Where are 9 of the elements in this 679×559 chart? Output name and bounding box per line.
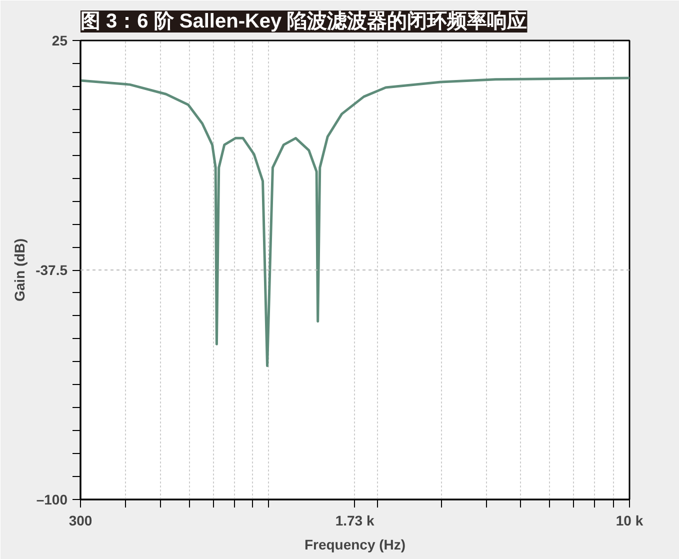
chart-title: 图 3：6 阶 Sallen-Key 陷波滤波器的闭环频率响应 xyxy=(80,10,528,32)
x-tick-label: 300 xyxy=(68,512,92,528)
x-axis-title: Frequency (Hz) xyxy=(304,536,406,552)
y-tick-label: 25 xyxy=(52,32,68,48)
x-tick-label: 10 k xyxy=(616,512,644,528)
y-axis-title: Gain (dB) xyxy=(12,238,28,302)
x-tick-label: 1.73 k xyxy=(335,512,374,528)
y-tick-label: -37.5 xyxy=(36,262,68,278)
y-tick-label: –100 xyxy=(36,492,68,508)
